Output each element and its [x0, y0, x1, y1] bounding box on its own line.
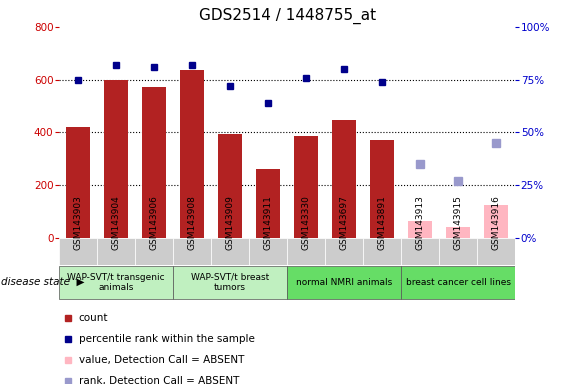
Bar [66, 127, 91, 238]
Bar [135, 238, 173, 265]
Text: GSM143908: GSM143908 [187, 195, 196, 250]
Bar [249, 238, 287, 265]
Text: breast cancer cell lines: breast cancer cell lines [405, 278, 511, 287]
Bar [59, 266, 173, 299]
Bar [97, 238, 135, 265]
Text: GSM143903: GSM143903 [74, 195, 83, 250]
Text: GSM143911: GSM143911 [263, 195, 272, 250]
Text: GSM143697: GSM143697 [339, 195, 348, 250]
Text: GSM143916: GSM143916 [491, 195, 501, 250]
Text: GSM143915: GSM143915 [454, 195, 463, 250]
Text: WAP-SVT/t transgenic
animals: WAP-SVT/t transgenic animals [68, 273, 165, 292]
Bar [332, 120, 356, 238]
Bar [104, 80, 128, 238]
Text: GSM143891: GSM143891 [378, 195, 387, 250]
Text: rank, Detection Call = ABSENT: rank, Detection Call = ABSENT [79, 376, 239, 384]
Text: disease state  ▶: disease state ▶ [1, 277, 84, 287]
Bar [142, 87, 167, 238]
Bar [370, 140, 395, 238]
Title: GDS2514 / 1448755_at: GDS2514 / 1448755_at [199, 8, 376, 24]
Bar [173, 238, 211, 265]
Bar [446, 227, 471, 238]
Bar [256, 169, 280, 238]
Text: percentile rank within the sample: percentile rank within the sample [79, 334, 254, 344]
Text: GSM143913: GSM143913 [415, 195, 425, 250]
Bar [325, 238, 363, 265]
Text: WAP-SVT/t breast
tumors: WAP-SVT/t breast tumors [191, 273, 269, 292]
Text: GSM143909: GSM143909 [226, 195, 235, 250]
Bar [218, 134, 243, 238]
Text: GSM143906: GSM143906 [150, 195, 159, 250]
Bar [401, 238, 439, 265]
Text: normal NMRI animals: normal NMRI animals [296, 278, 392, 287]
Bar [401, 266, 515, 299]
Text: GSM143904: GSM143904 [111, 195, 120, 250]
Text: GSM143330: GSM143330 [302, 195, 311, 250]
Text: count: count [79, 313, 108, 323]
Bar [363, 238, 401, 265]
Bar [484, 205, 508, 238]
Bar [211, 238, 249, 265]
Bar [287, 238, 325, 265]
Bar [477, 238, 515, 265]
Bar [287, 266, 401, 299]
Bar [180, 70, 204, 238]
Bar [294, 136, 319, 238]
Bar [173, 266, 287, 299]
Bar [408, 221, 432, 238]
Bar [439, 238, 477, 265]
Bar [59, 238, 97, 265]
Text: value, Detection Call = ABSENT: value, Detection Call = ABSENT [79, 355, 244, 365]
